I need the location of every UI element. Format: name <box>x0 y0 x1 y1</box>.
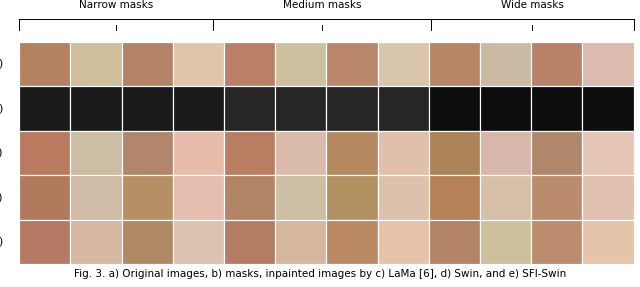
Bar <box>19 175 70 220</box>
Bar <box>531 42 582 86</box>
Bar <box>122 131 173 175</box>
Bar <box>70 42 122 86</box>
Bar <box>122 86 173 131</box>
Bar <box>582 175 634 220</box>
Bar <box>429 131 480 175</box>
Bar <box>19 220 70 264</box>
Bar <box>582 220 634 264</box>
Bar <box>378 86 429 131</box>
Bar <box>531 175 582 220</box>
Bar <box>173 131 224 175</box>
Bar <box>480 86 531 131</box>
Bar <box>122 42 173 86</box>
Text: Wide masks: Wide masks <box>500 0 564 10</box>
Bar <box>173 42 224 86</box>
Bar <box>173 220 224 264</box>
Bar <box>70 86 122 131</box>
Bar <box>275 175 326 220</box>
Bar <box>582 86 634 131</box>
Bar <box>480 220 531 264</box>
Bar <box>275 86 326 131</box>
Bar <box>378 42 429 86</box>
Bar <box>275 220 326 264</box>
Bar <box>19 131 70 175</box>
Bar <box>224 42 275 86</box>
Bar <box>70 131 122 175</box>
Bar <box>429 220 480 264</box>
Bar <box>531 131 582 175</box>
Bar <box>582 42 634 86</box>
Text: c): c) <box>0 148 3 158</box>
Bar <box>224 220 275 264</box>
Bar <box>326 42 378 86</box>
Bar <box>480 42 531 86</box>
Bar <box>19 86 70 131</box>
Bar <box>173 175 224 220</box>
Bar <box>326 175 378 220</box>
Text: a): a) <box>0 59 3 69</box>
Bar <box>378 131 429 175</box>
Bar <box>326 131 378 175</box>
Text: e): e) <box>0 237 3 247</box>
Bar <box>70 175 122 220</box>
Bar <box>70 220 122 264</box>
Bar <box>429 175 480 220</box>
Bar <box>429 86 480 131</box>
Bar <box>122 220 173 264</box>
Bar <box>326 220 378 264</box>
Text: d): d) <box>0 192 3 202</box>
Bar <box>224 175 275 220</box>
Bar <box>378 175 429 220</box>
Bar <box>429 42 480 86</box>
Bar <box>224 131 275 175</box>
Bar <box>275 131 326 175</box>
Bar <box>275 42 326 86</box>
Bar <box>531 86 582 131</box>
Bar <box>173 86 224 131</box>
Text: b): b) <box>0 103 3 113</box>
Bar <box>531 220 582 264</box>
Bar <box>224 86 275 131</box>
Bar <box>480 131 531 175</box>
Text: Narrow masks: Narrow masks <box>79 0 154 10</box>
Bar <box>122 175 173 220</box>
Bar <box>480 175 531 220</box>
Text: Fig. 3. a) Original images, b) masks, inpainted images by c) LaMa [6], d) Swin, : Fig. 3. a) Original images, b) masks, in… <box>74 269 566 279</box>
Text: Medium masks: Medium masks <box>283 0 361 10</box>
Bar <box>582 131 634 175</box>
Bar <box>378 220 429 264</box>
Bar <box>326 86 378 131</box>
Bar <box>19 42 70 86</box>
